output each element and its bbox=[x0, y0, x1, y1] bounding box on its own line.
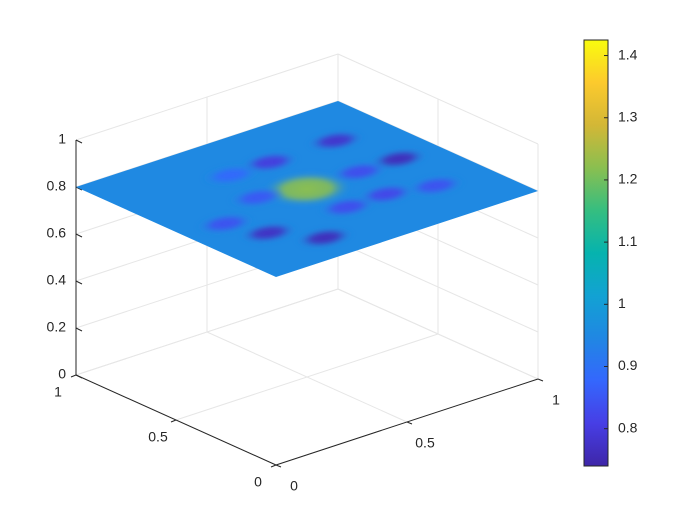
z-tick-label: 0 bbox=[58, 366, 66, 382]
colorbar-tick-label: 1.1 bbox=[618, 233, 638, 249]
colorbar-tick-label: 0.8 bbox=[618, 419, 638, 435]
colorbar-tick-label: 1.4 bbox=[618, 46, 638, 62]
surface-feature-dip bbox=[406, 175, 465, 197]
colorbar: 1.4 1.3 1.2 1.1 1 0.9 0.8 bbox=[583, 39, 638, 467]
surface-feature-dip bbox=[330, 161, 389, 183]
y-tick-label: 0.5 bbox=[148, 429, 168, 445]
colorbar-tick-label: 0.9 bbox=[618, 357, 638, 373]
z-tick-label: 0.6 bbox=[47, 225, 67, 241]
x-tick-label: 0.5 bbox=[415, 435, 435, 451]
z-tick bbox=[75, 186, 83, 191]
surface-feature-dip bbox=[201, 164, 260, 186]
wall-grid-z2 bbox=[337, 53, 539, 145]
z-tick bbox=[75, 233, 83, 238]
surface-feature-dip bbox=[295, 227, 354, 249]
floor-grid-y bbox=[175, 333, 439, 421]
x-tick bbox=[537, 378, 544, 382]
x-tick bbox=[275, 464, 282, 468]
colorbar-gradient bbox=[583, 39, 609, 467]
y-tick-label: 0 bbox=[254, 474, 262, 490]
z-tick-label: 0.2 bbox=[47, 319, 67, 335]
surface-feature-dip bbox=[317, 196, 377, 218]
y-tick-label: 1 bbox=[54, 384, 62, 400]
z-tick-label: 0.4 bbox=[47, 272, 67, 288]
surface-feature-dip bbox=[228, 186, 287, 208]
surface-feature-dip bbox=[306, 130, 365, 152]
wall-grid-z bbox=[75, 53, 339, 141]
surface-feature-dip bbox=[196, 213, 255, 235]
y-tick bbox=[270, 464, 277, 468]
colorbar-tick-label: 1.3 bbox=[618, 108, 638, 124]
surface-feature-dip bbox=[239, 222, 298, 244]
wall-grid-z bbox=[75, 288, 339, 376]
wall-grid-z2 bbox=[337, 241, 539, 333]
colorbar-tick-label: 1 bbox=[618, 295, 626, 311]
y-tick bbox=[70, 374, 77, 378]
z-tick bbox=[75, 139, 83, 144]
colorbar-tick-label: 1.2 bbox=[618, 171, 638, 187]
y-tick bbox=[170, 419, 177, 423]
z-tick bbox=[75, 280, 83, 285]
x-tick-label: 0 bbox=[290, 478, 298, 494]
x-tick bbox=[406, 421, 413, 425]
x-tick-label: 1 bbox=[552, 392, 560, 408]
z-tick bbox=[75, 374, 83, 379]
wall-grid-z2 bbox=[337, 288, 539, 380]
z-tick-label: 1 bbox=[58, 131, 66, 147]
z-tick bbox=[75, 327, 83, 332]
z-tick-label: 0.8 bbox=[47, 178, 67, 194]
